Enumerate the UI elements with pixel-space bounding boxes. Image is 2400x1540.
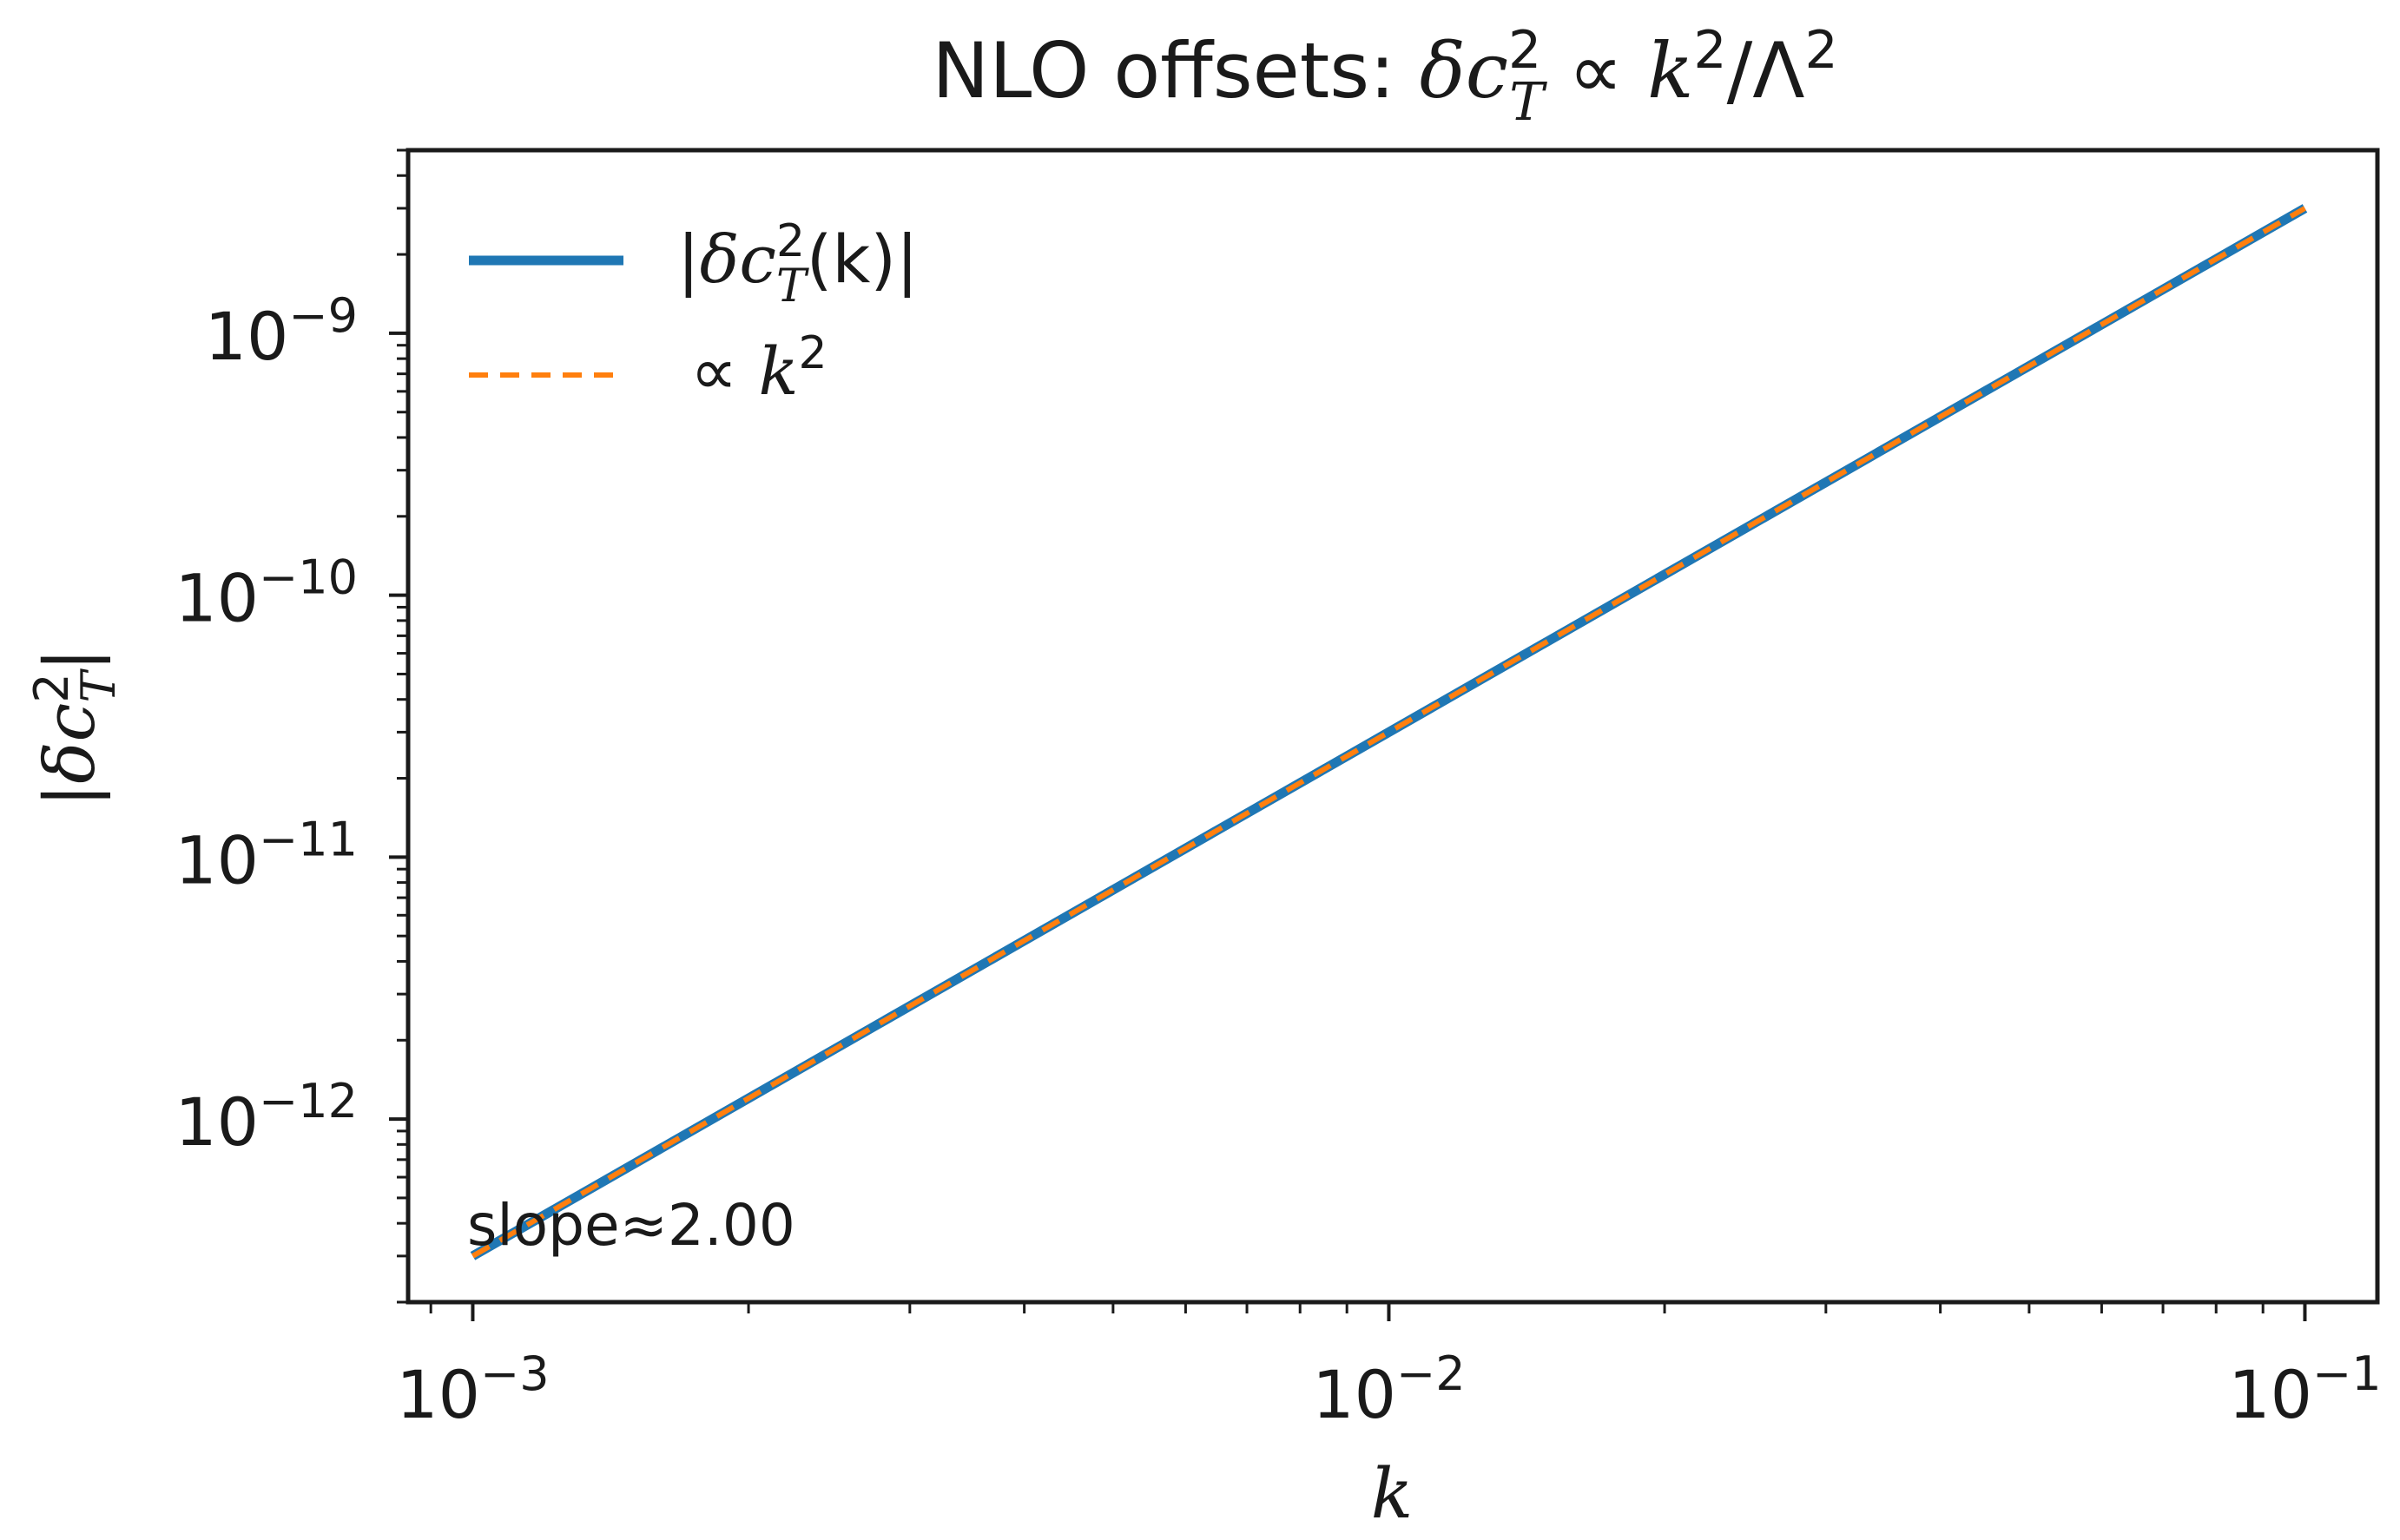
- x-axis: 10−3 10−2 10−1: [396, 1302, 2382, 1433]
- x-axis-label: k: [1371, 1453, 1413, 1534]
- legend-label-1: ∝ k2: [690, 327, 827, 410]
- x-tick-label: 10−2: [1312, 1346, 1465, 1433]
- legend-label-0: |δc2 T(k)|: [677, 215, 919, 313]
- y-axis-label: |δc2T|: [24, 648, 126, 806]
- y-tick-label: 10−11: [175, 812, 358, 898]
- plot-frame: [405, 148, 2380, 1305]
- y-tick-label: 10−10: [175, 550, 358, 637]
- x-tick-label: 10−3: [396, 1346, 549, 1433]
- y-tick-label: 10−9: [205, 288, 358, 375]
- y-axis: 10−12 10−11 10−10 10−9: [175, 148, 408, 1304]
- chart-title: NLO offsets: δc2 T ∝ k2/Λ2: [932, 20, 1837, 133]
- y-tick-label: 10−12: [175, 1074, 358, 1161]
- legend: |δc2 T(k)| ∝ k2: [469, 215, 919, 410]
- x-tick-label: 10−1: [2228, 1346, 2381, 1433]
- slope-annotation: slope≈2.00: [467, 1192, 795, 1259]
- series-line-proportional-k2: [471, 206, 2306, 1259]
